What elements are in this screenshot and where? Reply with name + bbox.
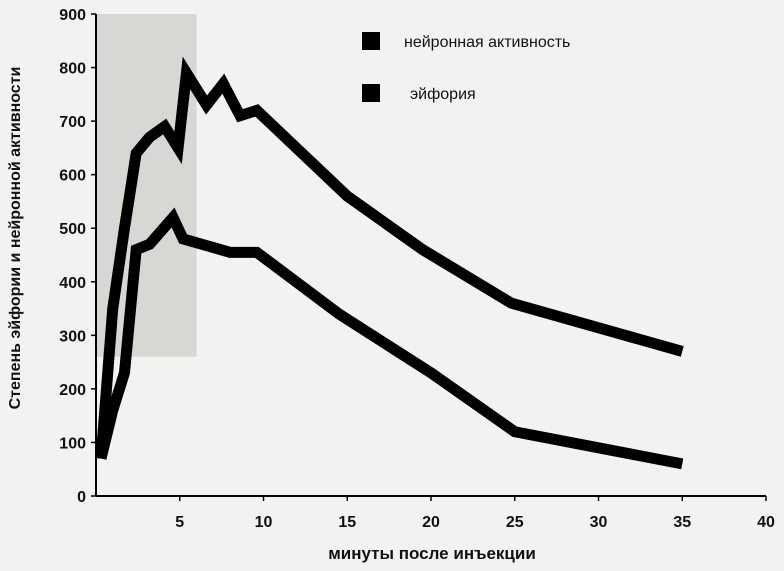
x-tick-label: 30 [590,514,608,531]
x-tick-label: 10 [255,514,273,531]
y-tick-label: 200 [59,382,86,399]
x-tick-label: 15 [338,514,356,531]
y-tick-label: 300 [59,328,86,345]
x-tick-label: 25 [506,514,524,531]
x-axis-ticks: 5 10 15 20 25 30 35 40 [175,496,775,531]
x-axis-label: минуты после инъекции [328,544,536,563]
y-tick-label: 700 [59,114,86,131]
y-tick-label: 400 [59,275,86,292]
y-tick-label: 0 [77,489,86,506]
y-tick-label: 800 [59,61,86,78]
series-line-euphoria [95,207,684,470]
y-axis-label: Степень эйфории и нейронной активности [7,67,24,410]
x-tick-label: 35 [673,514,691,531]
series-layer [95,56,684,470]
legend: нейронная активность эйфория [362,32,570,103]
y-tick-label: 500 [59,221,86,238]
legend-swatch-neural [362,32,380,50]
y-tick-label: 100 [59,435,86,452]
series-line-neural-activity [95,56,684,459]
x-tick-label: 20 [422,514,440,531]
legend-label-euphoria: эйфория [410,86,476,103]
y-tick-label: 900 [59,7,86,24]
x-tick-label: 40 [757,514,775,531]
legend-label-neural: нейронная активность [404,34,570,51]
x-tick-label: 5 [175,514,184,531]
y-tick-label: 600 [59,168,86,185]
legend-swatch-euphoria [362,84,380,102]
y-axis-ticks: 0 100 200 300 400 500 600 700 800 900 [59,7,96,506]
